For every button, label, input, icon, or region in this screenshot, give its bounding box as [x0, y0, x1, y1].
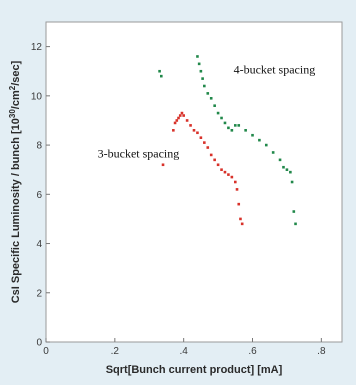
data-point: [239, 217, 242, 221]
x-axis-title: Sqrt[Bunch current product] [mA]: [106, 364, 283, 376]
data-point: [173, 121, 177, 125]
y-tick-label: 8: [36, 141, 42, 152]
x-tick-label: .6: [248, 346, 257, 357]
data-point: [213, 158, 216, 162]
data-point: [294, 222, 297, 226]
series-layer: [158, 55, 297, 226]
x-tick-label: .2: [111, 346, 120, 357]
y-axis-title: CsI Specific Luminosity / bunch [1030/cm…: [8, 60, 22, 303]
data-point: [158, 69, 161, 73]
data-point: [177, 116, 180, 120]
data-point: [185, 119, 189, 122]
y-tick-label: 10: [31, 91, 43, 102]
x-axis-ticks: 0 .2 .4 .6 .8: [43, 338, 326, 357]
annotation-label: 3-bucket spacing: [98, 146, 180, 160]
x-tick-label: .8: [317, 346, 326, 357]
data-point: [227, 173, 230, 176]
data-point: [220, 168, 223, 171]
data-point: [189, 124, 192, 127]
data-point: [161, 163, 165, 167]
data-point: [251, 133, 254, 137]
data-point: [192, 129, 196, 132]
data-point: [220, 116, 223, 120]
annotation-layer: 4-bucket spacing 3-bucket spacing: [98, 63, 316, 161]
data-point: [160, 74, 163, 78]
data-point: [237, 124, 241, 127]
data-point: [271, 151, 275, 154]
data-point: [216, 111, 220, 115]
x-tick-label: .4: [180, 346, 189, 357]
data-point: [264, 143, 268, 147]
data-point: [230, 175, 234, 179]
data-point: [227, 126, 230, 130]
data-point: [196, 55, 199, 58]
data-point: [203, 141, 206, 144]
data-point: [172, 129, 175, 132]
data-point: [290, 180, 294, 184]
data-point: [196, 131, 199, 135]
data-point: [216, 163, 220, 167]
data-point: [240, 222, 244, 226]
x-tick-label: 0: [43, 346, 49, 357]
data-point: [209, 97, 213, 100]
series-1-points: [158, 55, 297, 226]
y-tick-label: 6: [36, 190, 42, 201]
data-point: [178, 114, 182, 117]
y-tick-label: 4: [36, 239, 42, 250]
data-point: [258, 138, 261, 142]
y-tick-label: 2: [36, 288, 42, 299]
data-point: [175, 119, 179, 122]
data-point: [199, 136, 203, 139]
data-point: [223, 121, 227, 125]
data-point: [234, 180, 237, 184]
data-point: [285, 168, 289, 171]
series-0-points: [161, 111, 244, 226]
data-point: [289, 170, 292, 174]
data-point: [197, 62, 201, 66]
data-point: [223, 170, 227, 174]
data-point: [206, 146, 210, 149]
annotation-label: 4-bucket spacing: [234, 63, 316, 77]
y-tick-label: 12: [31, 42, 43, 53]
data-point: [244, 129, 247, 132]
data-point: [234, 124, 237, 127]
data-point: [209, 153, 213, 157]
data-point: [230, 129, 234, 132]
data-point: [235, 188, 239, 191]
data-point: [292, 210, 296, 213]
data-point: [213, 104, 216, 107]
data-point: [282, 165, 285, 169]
data-point: [206, 92, 210, 95]
data-point: [237, 202, 241, 206]
data-point: [180, 111, 184, 115]
y-axis-ticks: 0 2 4 6 8 10 12: [31, 42, 50, 349]
data-point: [203, 84, 206, 88]
data-point: [278, 158, 282, 162]
y-tick-label: 0: [36, 338, 42, 349]
data-point: [201, 77, 204, 80]
data-point: [199, 69, 203, 73]
data-point: [182, 114, 185, 117]
